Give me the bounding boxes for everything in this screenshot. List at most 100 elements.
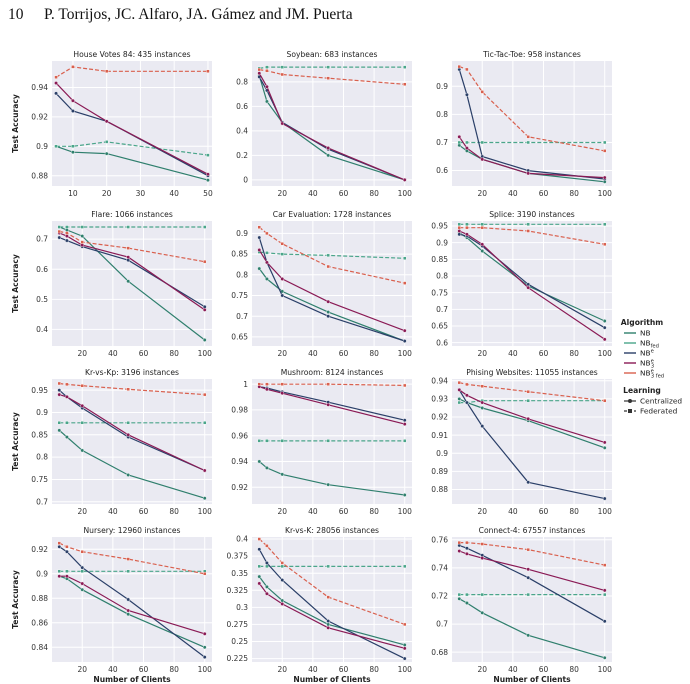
data-point — [457, 549, 462, 553]
data-point — [257, 439, 261, 443]
data-point — [465, 601, 469, 605]
data-point — [57, 574, 62, 579]
y-tick-label: 0.6 — [36, 265, 48, 274]
x-tick-label: 20 — [77, 507, 87, 516]
legend-marker — [628, 409, 632, 413]
data-point — [257, 67, 261, 72]
data-point — [265, 260, 269, 265]
data-point — [80, 240, 84, 244]
data-point — [65, 238, 69, 243]
data-point — [71, 109, 75, 113]
data-point — [202, 645, 207, 650]
data-point — [280, 277, 285, 281]
data-point — [104, 151, 109, 156]
y-tick-label: 0.94 — [231, 457, 248, 466]
data-point — [57, 381, 61, 386]
data-point — [480, 406, 485, 410]
data-point — [265, 65, 269, 69]
data-point — [280, 72, 284, 77]
x-tick-label: 40 — [508, 189, 518, 198]
data-point — [526, 592, 530, 597]
data-point — [80, 569, 84, 574]
y-tick-label: 0.75 — [431, 288, 448, 297]
data-point — [602, 655, 607, 660]
data-point — [403, 65, 407, 69]
series-line — [55, 92, 209, 177]
data-point — [265, 84, 269, 89]
x-tick-label: 100 — [398, 507, 413, 516]
data-point — [57, 541, 61, 545]
data-point — [104, 140, 109, 144]
data-point — [326, 622, 331, 627]
x-tick-label: 60 — [539, 349, 549, 358]
data-point — [54, 144, 58, 148]
data-point — [57, 392, 62, 397]
data-point — [280, 561, 284, 565]
data-point — [403, 82, 407, 86]
data-point — [403, 622, 407, 627]
data-point — [526, 229, 530, 233]
data-point — [326, 253, 330, 258]
data-point — [326, 76, 330, 80]
data-point — [126, 557, 130, 561]
plot-area — [452, 537, 612, 662]
y-tick-label: 1 — [243, 380, 248, 389]
data-point — [480, 242, 485, 247]
data-point — [65, 421, 69, 425]
legend-entry: Federated — [640, 407, 678, 416]
subplot: 20 40 60 80 100 0.6 0.7 0.8 0.9 Tic-Tac-Toe: 958 … — [436, 50, 612, 198]
subplot-title: Kr-vs-K: 28056 instances — [285, 526, 379, 535]
y-tick-label: 0.76 — [431, 535, 448, 544]
data-point — [480, 157, 485, 162]
data-point — [202, 631, 207, 636]
data-point — [71, 150, 75, 155]
data-point — [403, 383, 407, 388]
legend-entry: NBe — [640, 349, 654, 358]
x-tick-label: 40 — [308, 665, 318, 674]
data-point — [480, 384, 484, 388]
y-tick-label: 0.7 — [436, 138, 448, 147]
data-point — [57, 229, 61, 234]
data-point — [265, 99, 269, 104]
data-point — [65, 549, 69, 554]
subplot-title: Phising Websites: 11055 instances — [466, 368, 598, 377]
data-point — [80, 243, 85, 247]
data-point — [603, 222, 607, 227]
data-point — [65, 231, 69, 235]
data-point — [526, 399, 530, 403]
x-tick-label: 80 — [569, 507, 579, 516]
x-tick-label: 20 — [77, 665, 87, 674]
data-point — [602, 440, 607, 445]
data-point — [280, 242, 284, 246]
data-point — [265, 387, 269, 392]
data-point — [280, 602, 285, 606]
data-point — [80, 550, 84, 554]
subplot: 20 40 60 80 100 0.6 0.65 0.7 0.75 0.8 0.85 0.9 0.95 S… — [431, 210, 612, 358]
data-point — [257, 581, 262, 586]
page-number: 10 — [8, 6, 24, 23]
data-point — [480, 542, 484, 546]
data-point — [326, 314, 331, 319]
y-tick-label: 0.88 — [431, 485, 448, 494]
data-point — [57, 544, 62, 549]
data-point — [257, 71, 262, 76]
x-tick-label: 80 — [569, 349, 579, 358]
data-point — [465, 546, 469, 551]
y-tick-label: 0.9 — [436, 449, 448, 458]
y-tick-label: 0.75 — [31, 475, 48, 484]
legend-marker — [628, 399, 632, 403]
data-point — [457, 387, 462, 392]
y-tick-label: 0.7 — [436, 620, 448, 629]
y-axis-label: Test Accuracy — [11, 570, 20, 629]
y-tick-label: 0.94 — [31, 83, 48, 92]
y-tick-label: 0.375 — [227, 552, 249, 561]
data-point — [57, 428, 62, 433]
y-tick-label: 0.65 — [231, 332, 248, 341]
x-tick-label: 80 — [169, 507, 179, 516]
data-point — [526, 547, 530, 552]
x-tick-label: 40 — [108, 507, 118, 516]
data-point — [326, 564, 330, 569]
data-point — [257, 266, 262, 271]
data-point — [465, 146, 469, 150]
